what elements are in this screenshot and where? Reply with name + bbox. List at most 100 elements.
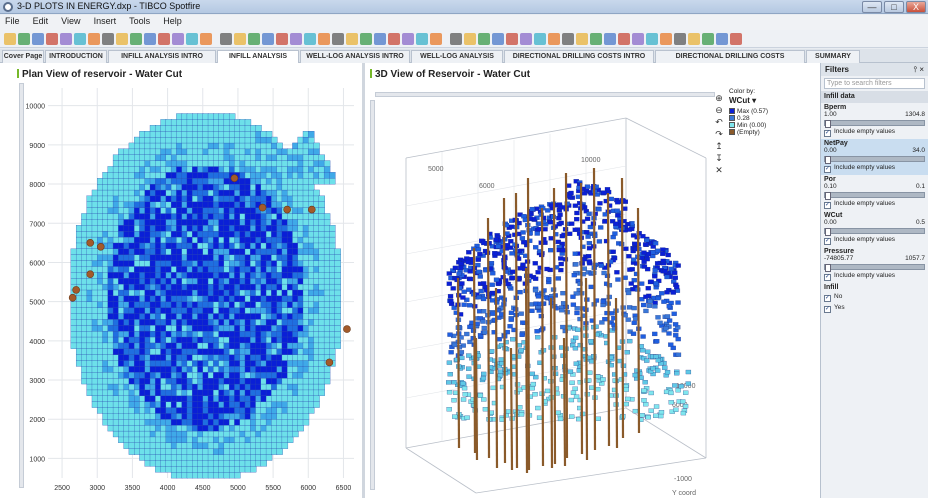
range-slider[interactable]	[824, 156, 925, 164]
toolbar-icon[interactable]	[604, 33, 616, 45]
include-empty-checkbox[interactable]: ✓ Include empty values	[824, 164, 896, 173]
toolbar-icon[interactable]	[32, 33, 44, 45]
plan-view-chart[interactable]: 1000090008000700060005000400030002000100…	[26, 80, 362, 498]
filter-group-infill-data[interactable]: Infill data	[821, 91, 928, 103]
toolbar-icon[interactable]	[716, 33, 728, 45]
toolbar-icon[interactable]	[562, 33, 574, 45]
reservoir-cell	[297, 360, 304, 367]
toolbar-icon[interactable]	[548, 33, 560, 45]
rotate-right-icon[interactable]: ↷	[715, 129, 723, 139]
toolbar-icon[interactable]	[450, 33, 462, 45]
toolbar-icon[interactable]	[18, 33, 30, 45]
infill-no-checkbox[interactable]: ✓ No	[824, 293, 843, 302]
toolbar-icon[interactable]	[200, 33, 212, 45]
toolbar-icon[interactable]	[402, 33, 414, 45]
toolbar-icon[interactable]	[534, 33, 546, 45]
range-slider[interactable]	[824, 228, 925, 236]
include-empty-checkbox[interactable]: ✓ Include empty values	[824, 236, 896, 245]
toolbar-icon[interactable]	[88, 33, 100, 45]
menu-view[interactable]: View	[61, 16, 81, 26]
toolbar-icon[interactable]	[674, 33, 686, 45]
toolbar-icon[interactable]	[688, 33, 700, 45]
toolbar-icon[interactable]	[74, 33, 86, 45]
toolbar-icon[interactable]	[346, 33, 358, 45]
toolbar-icon[interactable]	[4, 33, 16, 45]
toolbar-icon[interactable]	[618, 33, 630, 45]
toolbar-icon[interactable]	[430, 33, 442, 45]
toolbar-icon[interactable]	[632, 33, 644, 45]
toolbar-icon[interactable]	[590, 33, 602, 45]
toolbar-icon[interactable]	[360, 33, 372, 45]
include-empty-checkbox[interactable]: ✓ Include empty values	[824, 128, 896, 137]
maximize-button[interactable]: □	[884, 1, 904, 13]
toolbar-icon[interactable]	[660, 33, 672, 45]
toolbar-icon[interactable]	[276, 33, 288, 45]
menu-edit[interactable]: Edit	[32, 16, 49, 26]
zoom-out-icon[interactable]: ⊖	[715, 105, 723, 115]
tab-infill-analysis[interactable]: INFILL ANALYSIS	[217, 50, 299, 64]
range-slider[interactable]	[824, 120, 925, 128]
toolbar-icon[interactable]	[234, 33, 246, 45]
filter-search-input[interactable]: Type to search filters	[824, 78, 925, 89]
tab-directional-drilling-costs-intro[interactable]: DIRECTIONAL DRILLING COSTS INTRO	[504, 50, 654, 63]
toolbar-icon[interactable]	[116, 33, 128, 45]
rotate-left-icon[interactable]: ↶	[715, 117, 723, 127]
rotate-down-icon[interactable]: ↧	[715, 153, 723, 163]
color-by-dropdown[interactable]: WCut ▾	[729, 96, 768, 105]
reset-view-icon[interactable]: ✕	[715, 165, 723, 175]
toolbar-icon[interactable]	[702, 33, 714, 45]
toolbar-icon[interactable]	[478, 33, 490, 45]
3d-view-horizontal-scrollbar[interactable]	[375, 92, 715, 97]
rotate-up-icon[interactable]: ↥	[715, 141, 723, 151]
range-slider[interactable]	[824, 192, 925, 200]
toolbar-icon[interactable]	[248, 33, 260, 45]
toolbar-icon[interactable]	[262, 33, 274, 45]
toolbar-icon[interactable]	[220, 33, 232, 45]
toolbar-icon[interactable]	[60, 33, 72, 45]
toolbar-icon[interactable]	[374, 33, 386, 45]
toolbar-icon[interactable]	[416, 33, 428, 45]
pin-icon[interactable]: ⫯ ×	[913, 65, 924, 74]
3d-view-vertical-scrollbar[interactable]	[370, 100, 375, 490]
toolbar-icon[interactable]	[172, 33, 184, 45]
toolbar-icon[interactable]	[304, 33, 316, 45]
tab-well-log-analysis-intro[interactable]: WELL-LOG ANALYSIS INTRO	[300, 50, 410, 63]
menu-help[interactable]: Help	[163, 16, 182, 26]
toolbar-icon[interactable]	[290, 33, 302, 45]
include-empty-checkbox[interactable]: ✓ Include empty values	[824, 272, 896, 281]
minimize-button[interactable]: —	[862, 1, 882, 13]
toolbar-icon[interactable]	[388, 33, 400, 45]
menu-tools[interactable]: Tools	[129, 16, 151, 26]
include-empty-checkbox[interactable]: ✓ Include empty values	[824, 200, 896, 209]
panel-divider[interactable]	[362, 63, 365, 498]
tab-directional-drilling-costs[interactable]: DIRECTIONAL DRILLING COSTS	[655, 50, 805, 63]
toolbar-icon[interactable]	[332, 33, 344, 45]
toolbar-icon[interactable]	[144, 33, 156, 45]
toolbar-icon[interactable]	[318, 33, 330, 45]
tab-introduction[interactable]: INTRODUCTION	[45, 50, 107, 63]
toolbar-icon[interactable]	[730, 33, 742, 45]
tab-infill-analysis-intro[interactable]: INFILL ANALYSIS INTRO	[108, 50, 216, 63]
toolbar-icon[interactable]	[102, 33, 114, 45]
menu-insert[interactable]: Insert	[93, 16, 117, 26]
infill-yes-checkbox[interactable]: ✓ Yes	[824, 304, 845, 313]
toolbar-icon[interactable]	[576, 33, 588, 45]
range-slider[interactable]	[824, 264, 925, 272]
toolbar-icon[interactable]	[46, 33, 58, 45]
toolbar-icon[interactable]	[130, 33, 142, 45]
menu-file[interactable]: File	[5, 16, 20, 26]
toolbar-icon[interactable]	[506, 33, 518, 45]
tab-well-log-analysis[interactable]: WELL-LOG ANALYSIS	[411, 50, 503, 63]
toolbar-icon[interactable]	[464, 33, 476, 45]
zoom-in-icon[interactable]: ⊕	[715, 93, 723, 103]
plan-view-vertical-scrollbar[interactable]	[19, 83, 24, 488]
toolbar-icon[interactable]	[492, 33, 504, 45]
toolbar-icon[interactable]	[520, 33, 532, 45]
tab-summary[interactable]: SUMMARY	[806, 50, 860, 63]
toolbar-icon[interactable]	[158, 33, 170, 45]
tab-cover-page[interactable]: Cover Page	[2, 50, 44, 63]
close-button[interactable]: X	[906, 1, 926, 13]
toolbar-icon[interactable]	[646, 33, 658, 45]
toolbar-icon[interactable]	[186, 33, 198, 45]
